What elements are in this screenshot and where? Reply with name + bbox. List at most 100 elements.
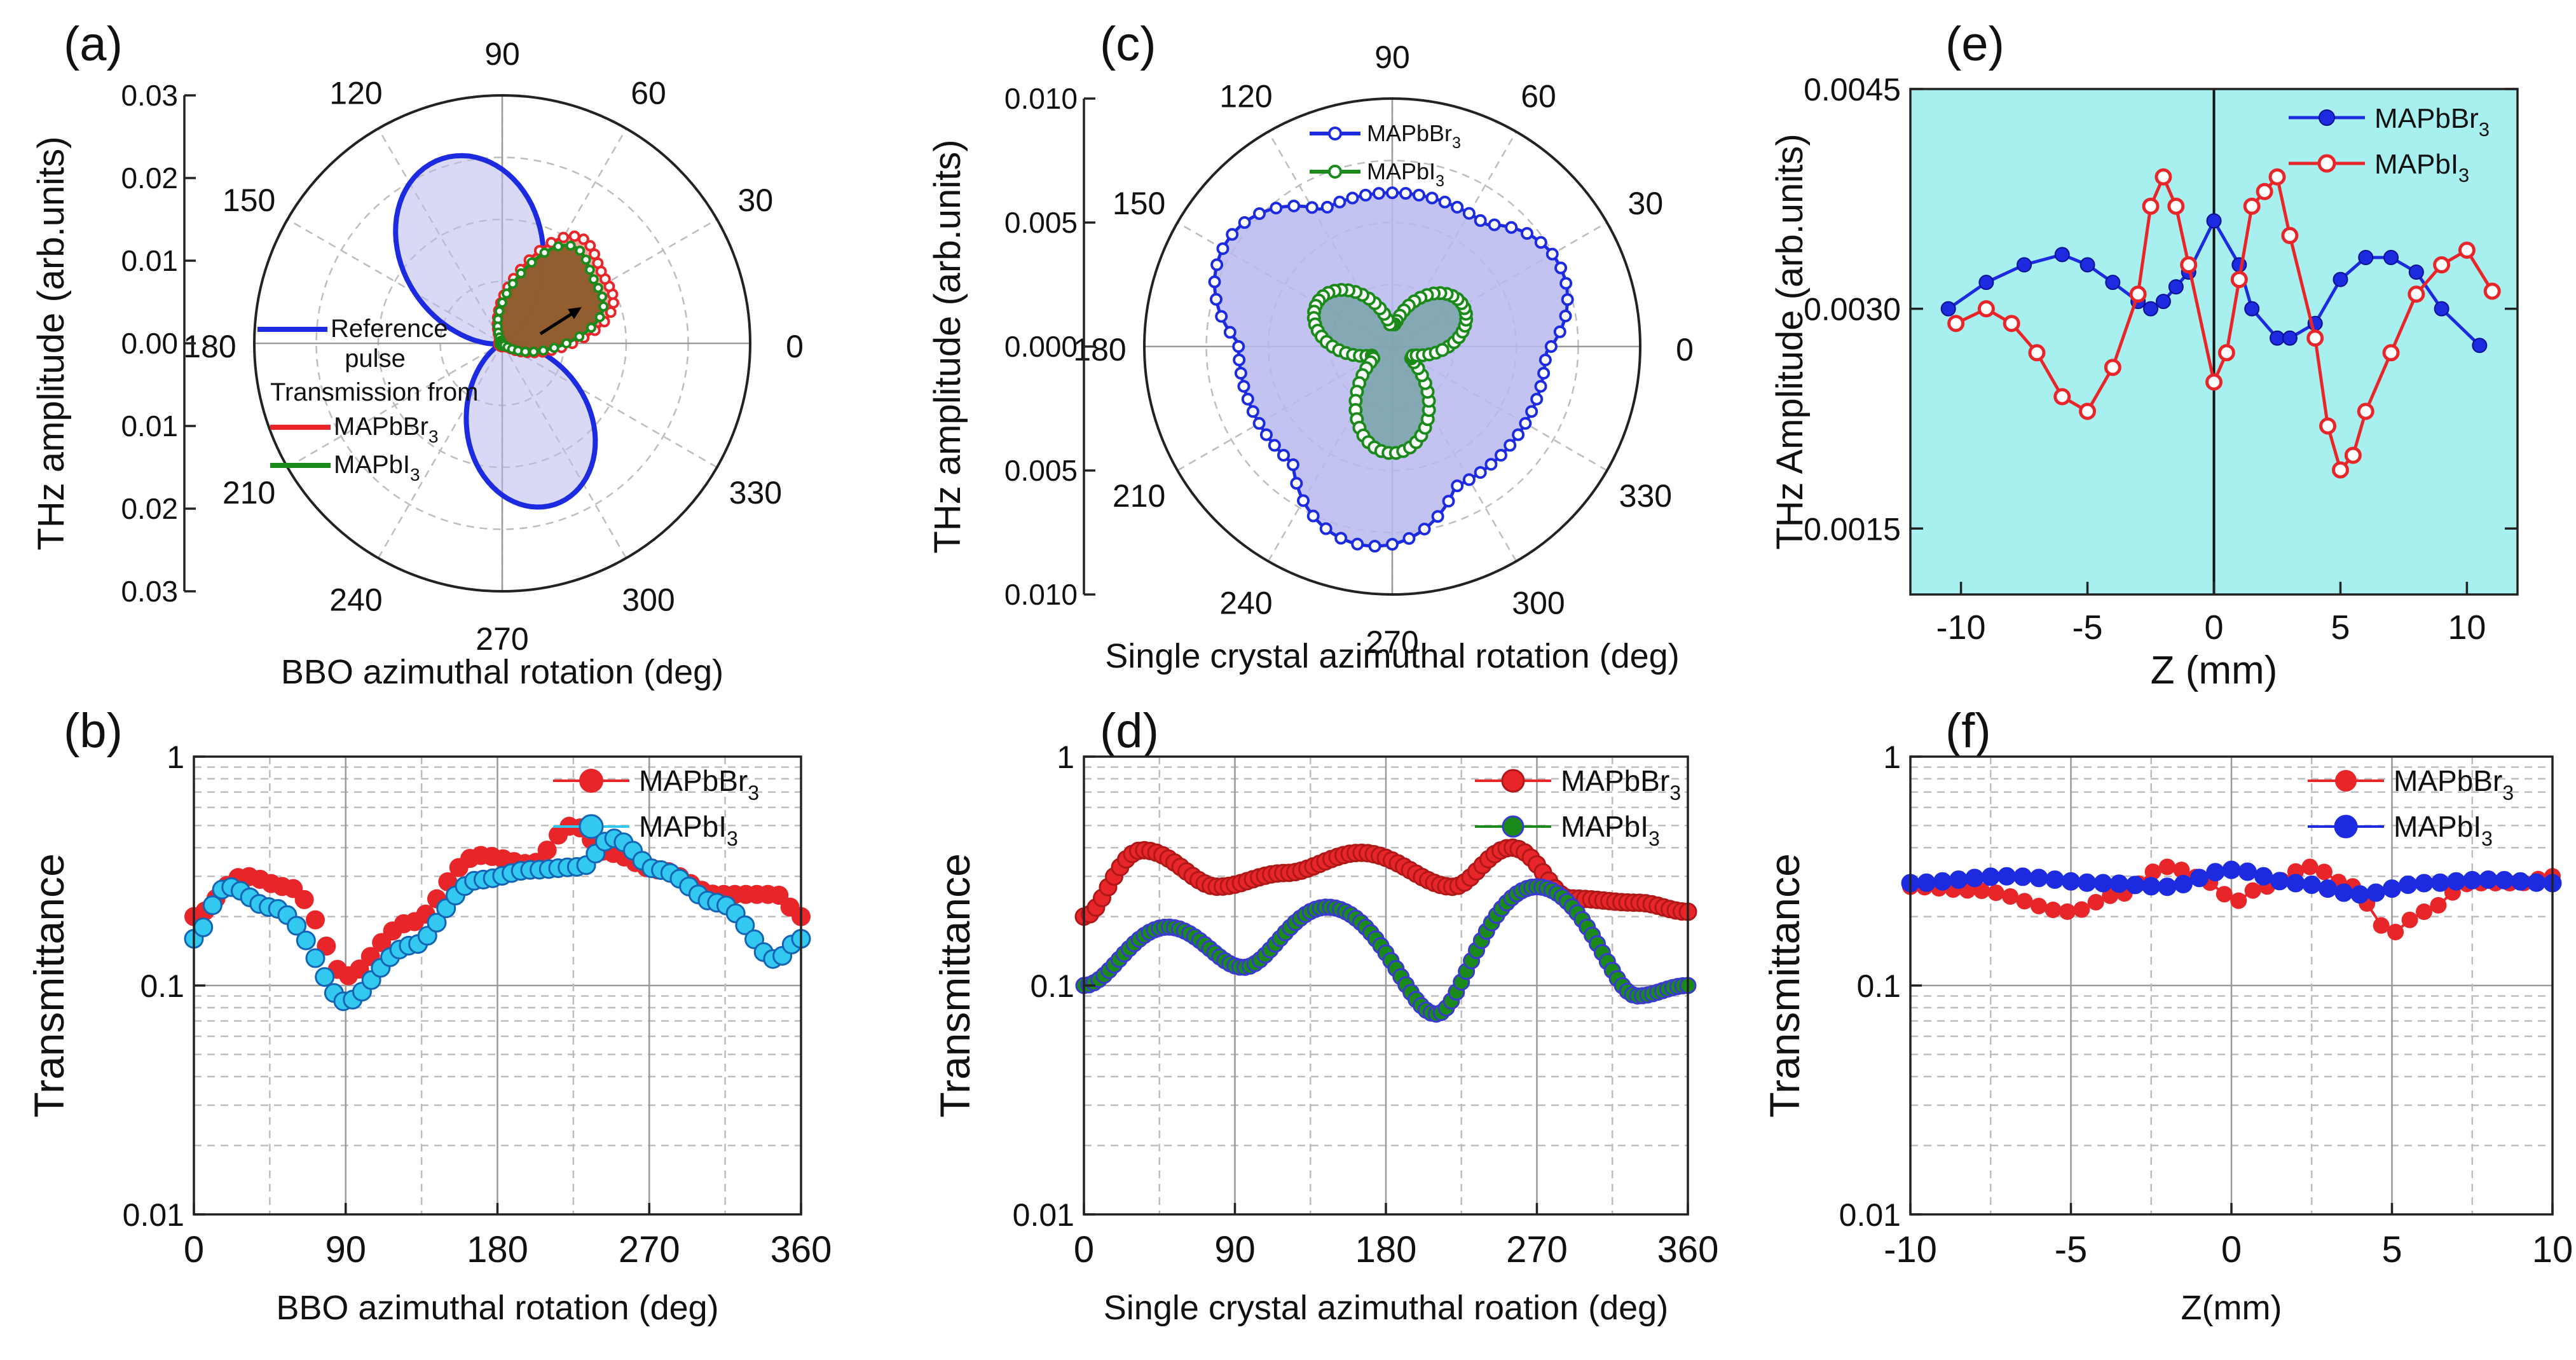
marker-MAPbBr3 xyxy=(2073,901,2090,918)
marker-MAPbBr3 xyxy=(2206,213,2222,229)
radial-tick-label: 0.010 xyxy=(1004,82,1078,115)
polar-marker xyxy=(1232,340,1245,353)
angle-label-300: 300 xyxy=(622,582,675,617)
marker-MAPbBr3 xyxy=(2031,897,2047,914)
marker-MAPbBr3 xyxy=(537,841,557,860)
polar-marker xyxy=(558,231,570,244)
polar-marker xyxy=(1252,416,1266,430)
marker-MAPbI3 xyxy=(2217,344,2235,362)
polar-marker xyxy=(1209,292,1223,306)
legend-mapbbr3-label: MAPbBr3 xyxy=(1367,120,1461,152)
polar-marker xyxy=(520,347,531,357)
polar-marker xyxy=(494,306,505,317)
x-tick-label: 10 xyxy=(2448,608,2486,647)
marker-MAPbI3 xyxy=(417,926,437,946)
polar-marker xyxy=(1462,207,1476,220)
polar-marker xyxy=(1545,247,1559,261)
polar-marker xyxy=(1359,188,1373,202)
angle-label-150: 150 xyxy=(1113,186,1165,221)
x-tick-label: 0 xyxy=(184,1229,204,1270)
angle-label-240: 240 xyxy=(329,582,382,617)
polar-marker xyxy=(580,254,591,265)
marker-MAPbI3 xyxy=(2281,226,2299,244)
marker-MAPbBr3 xyxy=(2230,892,2247,909)
marker-MAPbI3 xyxy=(202,895,223,916)
polar-marker xyxy=(593,282,603,293)
marker-MAPbBr3 xyxy=(2087,893,2104,910)
polar-marker xyxy=(1512,428,1525,441)
angle-label-300: 300 xyxy=(1512,585,1565,621)
legend-label-MAPbI3-main: MAPbI xyxy=(2394,810,2481,843)
legend-marker-MAPbBr3 xyxy=(2335,770,2357,792)
marker-MAPbBr3 xyxy=(2002,888,2019,905)
polar-marker xyxy=(1462,473,1476,486)
polar-marker xyxy=(1559,309,1572,322)
log-chart-b: 0 90 180 270 360 0.01 0.1 1 Transmittance BBO azi… xyxy=(25,739,832,1327)
polar-marker xyxy=(1290,477,1303,490)
marker-MAPbBr3 xyxy=(2144,863,2162,881)
polar-marker xyxy=(1320,200,1334,214)
legend-mapbi3-label: MAPbI3 xyxy=(334,451,420,484)
panel-label-3: (d) xyxy=(1100,704,1159,758)
angle-label-180: 180 xyxy=(183,329,236,364)
radial-tick-label: 0.03 xyxy=(121,79,178,112)
polar-marker xyxy=(1297,494,1310,507)
angle-label-0: 0 xyxy=(786,329,804,364)
marker-MAPbI3 xyxy=(2463,870,2482,889)
marker-MAPbBr3 xyxy=(2269,330,2285,346)
polar-marker xyxy=(1226,228,1239,241)
x-tick-label: -5 xyxy=(2072,608,2103,647)
marker-MAPbI3 xyxy=(1981,867,2000,886)
y-axis-label: Transmittance xyxy=(1761,853,1808,1118)
legend-label-MAPbBr3-main: MAPbBr xyxy=(639,764,748,797)
legend-mapbbr3-label-main: MAPbBr xyxy=(1367,120,1452,146)
polar-marker xyxy=(586,322,596,333)
marker-MAPbI3 xyxy=(2205,373,2223,391)
polar-marker xyxy=(1241,392,1254,406)
y-tick-label: 0.1 xyxy=(1856,968,1901,1004)
y-tick-label: 0.0030 xyxy=(1804,292,1901,327)
polar-marker xyxy=(594,312,605,322)
marker-MAPbBr3 xyxy=(2244,882,2261,899)
angle-label-90: 90 xyxy=(1374,39,1410,75)
marker-MAPbI3 xyxy=(2286,874,2305,893)
legend-mapbi3-label-sub: 3 xyxy=(1435,172,1444,190)
log-chart-f: -10 -5 0 5 10 0.01 0.1 1 Transmittance Z(mm) MAPbB… xyxy=(1761,739,2573,1327)
legend-label-MAPbI3: MAPbI3 xyxy=(1561,810,1660,850)
legend-marker-mapbbr3 xyxy=(1328,127,1342,141)
x-tick-label: -10 xyxy=(1936,608,1986,647)
marker-MAPbI3 xyxy=(2302,875,2321,894)
x-axis-label: BBO azimuthal rotation (deg) xyxy=(281,653,723,691)
polar-marker xyxy=(1534,236,1547,249)
marker-MAPbI3 xyxy=(2344,446,2362,464)
legend-mapbi3-label-sub: 3 xyxy=(410,465,420,484)
x-tick-label: 270 xyxy=(1506,1229,1568,1270)
y-tick-label: 1 xyxy=(1057,739,1074,775)
marker-MAPbI3 xyxy=(2206,863,2225,882)
legend-mapbbr3-label-sub: 3 xyxy=(1452,134,1461,152)
marker-MAPbBr3 xyxy=(2430,896,2447,914)
marker-MAPbI3 xyxy=(2230,271,2248,289)
polar-marker xyxy=(1246,405,1259,418)
marker-MAPbBr3 xyxy=(2282,330,2298,346)
marker-MAPbBr3 xyxy=(2016,893,2033,910)
polar-marker xyxy=(1402,532,1416,545)
marker-MAPbI3 xyxy=(2270,872,2289,891)
polar-marker xyxy=(1268,439,1281,452)
angle-label-330: 330 xyxy=(729,475,782,511)
polar-marker xyxy=(1474,466,1487,479)
x-tick-label: 180 xyxy=(467,1229,528,1270)
marker-MAPbI3 xyxy=(2331,461,2349,479)
marker-MAPbI3 xyxy=(2104,359,2121,376)
legend-marker-mapbi3 xyxy=(2317,154,2336,173)
panel-label-5: (f) xyxy=(1945,704,1991,758)
marker-MAPbI3 xyxy=(2142,197,2160,215)
angle-label-150: 150 xyxy=(223,182,275,218)
polar-chart-a: 0 30 60 90 120 150 180 210 240 270 300 330 0.03 0.02 0… xyxy=(31,36,804,691)
marker-MAPbI3 xyxy=(2383,879,2401,898)
legend-label-mapbbr3-main: MAPbBr xyxy=(2374,103,2479,134)
x-tick-label: 5 xyxy=(2331,608,2350,647)
polar-marker xyxy=(1438,195,1451,209)
polar-marker xyxy=(1233,354,1246,367)
marker-MAPbI3 xyxy=(2399,875,2418,894)
